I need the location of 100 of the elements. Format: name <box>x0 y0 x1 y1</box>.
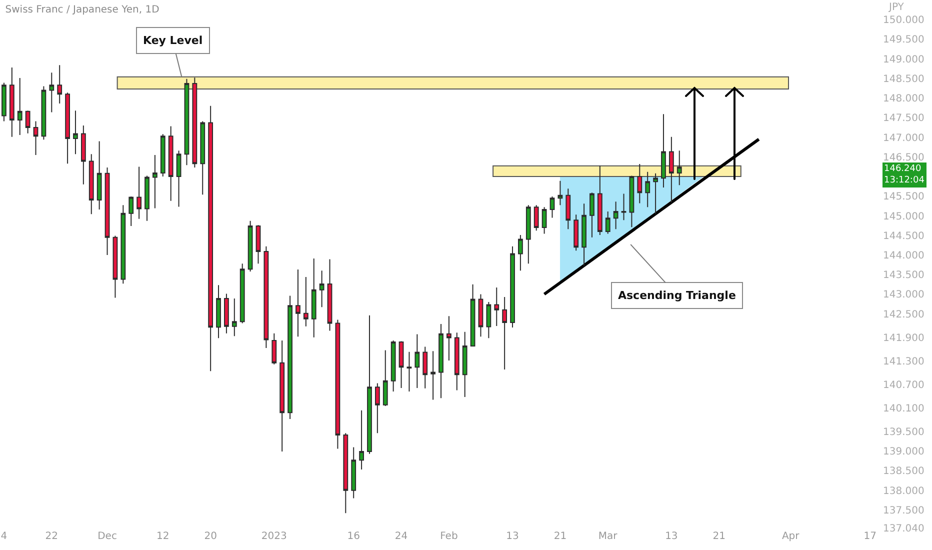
y-tick-label: 140.100 <box>883 403 924 414</box>
candlestick <box>414 334 420 388</box>
y-tick-label: 149.000 <box>883 54 924 66</box>
y-tick-label: 144.500 <box>883 230 924 242</box>
candlestick <box>2 82 6 122</box>
candlestick <box>351 446 356 499</box>
chart-title: Swiss Franc / Japanese Yen, 1D <box>5 4 160 16</box>
candlestick <box>645 171 650 208</box>
candlestick <box>422 346 428 389</box>
x-tick-label: 12 <box>156 531 170 542</box>
candlestick <box>272 332 277 365</box>
candlestick <box>311 258 316 338</box>
candlestick <box>192 77 198 168</box>
candlestick <box>80 125 86 185</box>
candlestick <box>676 150 682 186</box>
candlestick <box>518 234 523 272</box>
candlestick <box>184 78 190 166</box>
x-tick-label: Dec <box>98 531 117 542</box>
candlestick <box>264 246 269 348</box>
candlestick <box>88 154 94 215</box>
candlestick <box>462 331 468 398</box>
candlestick <box>160 134 166 178</box>
candlestick <box>470 284 476 346</box>
candlestick <box>25 110 30 134</box>
candlestick <box>280 340 285 452</box>
candlestick <box>510 246 515 328</box>
x-tick-label: 2023 <box>261 531 287 542</box>
candlestick <box>382 350 388 406</box>
annotation: Ascending Triangle <box>618 289 736 302</box>
candlestick <box>136 166 142 220</box>
text: 146.240 13:12:04 <box>884 164 925 186</box>
candlestick <box>144 175 150 222</box>
y-tick-label: 138.500 <box>883 466 924 478</box>
candlestick <box>534 204 539 232</box>
candlestick <box>120 204 126 284</box>
candlestick <box>319 270 324 308</box>
y-tick-label: 150.000 <box>883 15 924 26</box>
candlestick <box>367 314 372 454</box>
candlestick <box>661 114 666 188</box>
candlestick <box>343 432 348 514</box>
y-tick-label: 141.900 <box>883 332 924 344</box>
y-tick-label: 142.500 <box>883 309 924 320</box>
candlestick <box>374 382 380 434</box>
x-tick-label: 20 <box>204 531 217 542</box>
x-tick-label: Mar <box>598 531 618 542</box>
y-tick-label: 138.000 <box>883 486 924 497</box>
candlestick <box>240 263 245 324</box>
x-tick-label: Feb <box>440 531 458 542</box>
y-tick-label: 148.000 <box>883 94 924 105</box>
y-tick-label: 140.700 <box>883 380 924 391</box>
candlestick <box>398 340 404 388</box>
candlestick <box>390 340 396 392</box>
candlestick <box>168 126 174 202</box>
candlestick <box>9 66 14 138</box>
candlestick <box>637 163 642 204</box>
candlestick <box>438 324 444 399</box>
candlestick <box>232 298 237 337</box>
y-tick-label: 145.500 <box>883 192 924 203</box>
y-tick-label: 149.500 <box>883 34 924 46</box>
x-tick-label: 13 <box>665 531 678 542</box>
candlestick <box>296 268 300 338</box>
y-tick-label: 144.000 <box>883 250 924 262</box>
candlestick <box>303 276 308 327</box>
candlestick <box>446 316 452 361</box>
candlestick <box>621 193 626 221</box>
y-axis-title: JPY <box>888 2 905 13</box>
candlestick <box>574 214 579 252</box>
y-tick-label: 147.500 <box>883 113 924 124</box>
candlestick <box>128 196 134 226</box>
candlestick <box>49 72 54 113</box>
candlestick <box>152 154 158 209</box>
candlestick <box>502 296 508 370</box>
candlestick <box>542 206 547 234</box>
y-tick-label: 146.500 <box>883 152 924 164</box>
candlestick <box>590 192 594 238</box>
candlestick <box>208 105 214 372</box>
y-tick-label: 148.500 <box>883 74 924 85</box>
y-tick-label: 143.000 <box>883 290 924 301</box>
candlestick <box>327 258 332 332</box>
candlestick <box>17 78 22 136</box>
candlestick <box>288 295 292 420</box>
x-tick-label: 21 <box>554 531 567 542</box>
candlestick <box>550 196 555 218</box>
candlestick <box>57 64 62 104</box>
candlestick <box>478 294 484 338</box>
candlestick <box>454 332 460 391</box>
x-tick-label: Apr <box>782 531 800 542</box>
y-tick-label: 145.000 <box>883 211 924 222</box>
candlestick <box>224 293 229 334</box>
candlestick <box>668 136 674 203</box>
candlestick <box>486 302 492 339</box>
x-tick-label: 4 <box>0 531 8 542</box>
candlestick <box>359 410 364 470</box>
x-tick-label: 24 <box>394 531 408 542</box>
x-tick-label: 13 <box>506 531 519 542</box>
candlestick <box>629 175 634 228</box>
y-tick-label: 137.040 <box>883 524 924 534</box>
candlestick <box>33 120 38 156</box>
y-tick-label: 147.000 <box>883 132 924 144</box>
candlestick <box>216 284 221 339</box>
